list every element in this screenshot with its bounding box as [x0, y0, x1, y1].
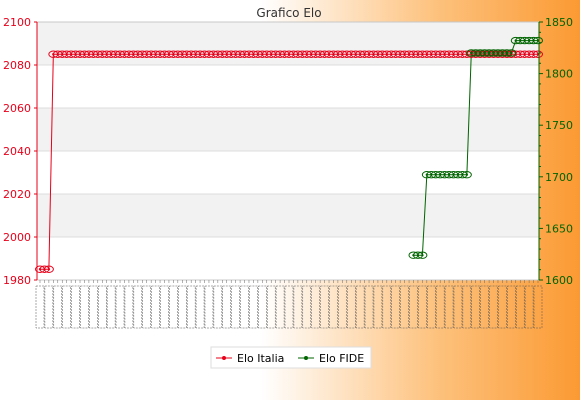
- x-tick-glyph: [524, 285, 534, 329]
- x-tick-glyph: [453, 285, 463, 329]
- legend: Elo Italia Elo FIDE: [210, 346, 372, 369]
- x-tick-glyph: [98, 285, 107, 329]
- x-tick-glyph: [435, 285, 445, 329]
- right-tick-label: 1600: [545, 274, 573, 287]
- right-tick-label: 1850: [545, 16, 573, 29]
- x-tick-glyph: [275, 285, 285, 329]
- data-point-elo-fide: [461, 171, 472, 179]
- legend-marker-elo-fide: [304, 356, 308, 360]
- x-tick-glyph: [462, 285, 472, 329]
- x-tick-glyph: [44, 285, 54, 329]
- x-tick-glyph: [151, 285, 160, 329]
- x-tick-glyph: [213, 285, 223, 329]
- x-tick-glyph: [258, 285, 267, 329]
- left-tick-label: 1980: [3, 274, 31, 287]
- x-tick-glyph: [160, 285, 169, 329]
- x-tick-glyph: [480, 285, 489, 329]
- x-tick-glyph: [106, 285, 116, 329]
- data-point-core-elo-fide: [421, 254, 424, 257]
- chart-title: Grafico Elo: [256, 6, 321, 20]
- x-tick-glyph: [35, 285, 45, 329]
- left-tick-label: 2020: [3, 188, 31, 201]
- right-tick-label: 1800: [545, 68, 573, 81]
- plot-band: [37, 65, 539, 108]
- x-tick-glyph: [62, 285, 71, 329]
- x-tick-glyph: [444, 285, 454, 329]
- x-tick-glyph: [355, 285, 365, 329]
- x-tick-glyph: [222, 285, 231, 329]
- x-tick-glyph: [142, 285, 151, 329]
- plot-band: [37, 194, 539, 237]
- x-tick-glyph: [489, 285, 498, 329]
- x-tick-glyph: [133, 285, 143, 329]
- x-tick-glyph: [293, 285, 303, 329]
- legend-marker-elo-italia: [222, 356, 226, 360]
- x-tick-glyph: [186, 285, 196, 329]
- plot-band: [37, 237, 539, 280]
- x-tick-glyph: [71, 285, 80, 329]
- x-tick-glyph: [169, 285, 178, 329]
- x-tick-glyph: [418, 285, 427, 329]
- x-tick-glyph: [124, 285, 134, 329]
- x-tick-glyph: [204, 285, 214, 329]
- data-point-elo-italia: [43, 265, 54, 273]
- left-tick-label: 2040: [3, 145, 31, 158]
- x-tick-glyph: [53, 285, 63, 329]
- legend-label-elo-italia: Elo Italia: [237, 352, 284, 365]
- data-point-elo-fide: [506, 49, 517, 57]
- data-point-core-elo-italia: [47, 268, 51, 271]
- x-tick-glyph: [320, 285, 329, 329]
- data-point-elo-italia: [533, 50, 543, 58]
- x-tick-glyph: [533, 285, 543, 329]
- x-tick-glyph: [507, 285, 516, 329]
- plot-band: [37, 108, 539, 151]
- x-tick-glyph: [240, 285, 249, 329]
- x-tick-glyph: [89, 285, 98, 329]
- right-tick-label: 1650: [545, 222, 573, 235]
- plot-band: [37, 22, 539, 65]
- x-tick-glyph: [302, 285, 312, 329]
- x-tick-glyph: [80, 285, 89, 329]
- x-tick-glyph: [249, 285, 258, 329]
- x-tick-glyph: [195, 285, 205, 329]
- left-tick-label: 2000: [3, 231, 31, 244]
- x-tick-glyph: [284, 285, 294, 329]
- left-tick-label: 2100: [3, 16, 31, 29]
- x-tick-glyph: [471, 285, 480, 329]
- x-tick-glyph: [498, 285, 507, 329]
- x-tick-glyph: [391, 285, 400, 329]
- x-tick-glyph: [347, 285, 356, 329]
- left-tick-label: 2080: [3, 59, 31, 72]
- x-tick-glyph: [515, 285, 525, 329]
- x-tick-glyph: [329, 285, 338, 329]
- x-tick-glyph: [373, 285, 383, 329]
- x-tick-glyph: [178, 285, 187, 329]
- right-tick-label: 1750: [545, 119, 573, 132]
- x-tick-glyph: [231, 285, 240, 329]
- x-tick-glyph: [115, 285, 125, 329]
- right-tick-label: 1700: [545, 171, 573, 184]
- x-tick-glyph: [266, 285, 276, 329]
- x-tick-glyph: [338, 285, 347, 329]
- x-tick-glyph: [364, 285, 374, 329]
- data-point-core-elo-fide: [465, 173, 469, 176]
- left-tick-label: 2060: [3, 102, 31, 115]
- data-point-elo-fide: [533, 36, 543, 45]
- x-tick-glyph: [382, 285, 392, 329]
- data-point-core-elo-fide: [510, 51, 513, 55]
- legend-label-elo-fide: Elo FIDE: [319, 352, 364, 365]
- x-tick-glyph: [409, 285, 418, 329]
- data-point-elo-fide: [417, 251, 428, 259]
- x-tick-glyph: [311, 285, 320, 329]
- x-tick-glyph: [400, 285, 409, 329]
- x-tick-glyph: [427, 285, 436, 329]
